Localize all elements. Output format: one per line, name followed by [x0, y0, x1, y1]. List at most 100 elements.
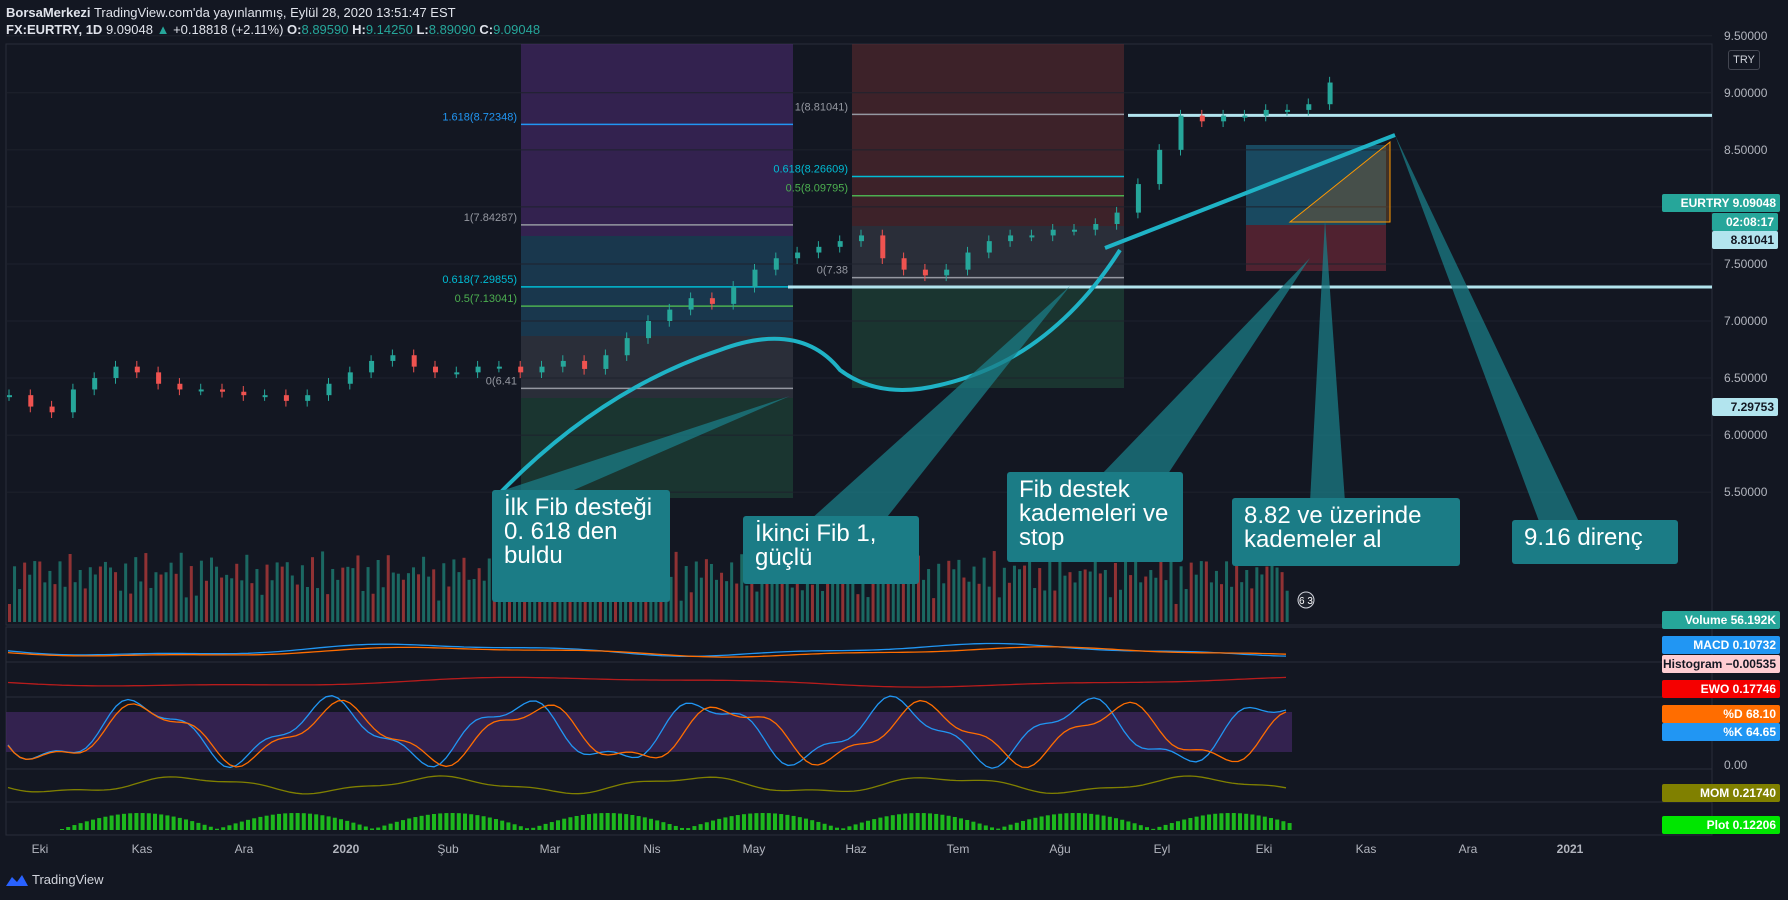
volume-bar	[43, 582, 47, 622]
candle-body	[624, 338, 630, 356]
volume-bar	[937, 563, 941, 622]
plot-histogram-bar	[500, 820, 505, 830]
plot-histogram-bar	[401, 820, 405, 830]
annotation-fib-support[interactable]: Fib destek kademeleri ve stop	[1007, 472, 1183, 562]
plot-histogram-bar	[940, 814, 945, 830]
plot-histogram-bar	[1076, 813, 1081, 830]
fib-level-label: 1.618(8.72348)	[442, 111, 517, 123]
volume-bar	[1189, 562, 1193, 622]
plot-histogram-bar	[785, 814, 790, 830]
volume-bar	[1225, 561, 1229, 622]
plot-histogram-bar	[717, 818, 722, 830]
plot-histogram-bar	[965, 819, 970, 830]
volume-bar	[906, 565, 910, 622]
volume-bar	[745, 585, 749, 622]
plot-histogram-bar	[463, 813, 467, 830]
plot-histogram-bar	[494, 819, 498, 830]
candle-body	[28, 395, 34, 407]
plot-histogram-bar	[1014, 822, 1019, 830]
plot-histogram-bar	[661, 822, 666, 830]
volume-bar	[422, 556, 426, 622]
publish-date: TradingView.com'da yayınlanmış, Eylül 28…	[93, 5, 456, 20]
volume-bar	[114, 572, 118, 622]
plot-histogram-bar	[258, 816, 263, 830]
volume-bar	[58, 561, 62, 622]
volume-bar	[679, 600, 683, 622]
volume-bar	[225, 574, 229, 622]
plot-histogram-bar	[847, 826, 852, 830]
currency-button[interactable]: TRY	[1728, 50, 1760, 70]
plot-histogram-bar	[686, 828, 691, 830]
candle-body	[560, 360, 566, 367]
plot-histogram-bar	[1120, 819, 1125, 830]
annotation-first-fib[interactable]: İlk Fib desteği 0. 618 den buldu	[492, 490, 670, 602]
volume-bar	[795, 564, 799, 622]
price-tag-label: Plot 0.12206	[1707, 818, 1777, 832]
macd-signal-line	[7, 646, 1287, 658]
brand-name[interactable]: TradingView	[32, 872, 104, 887]
volume-bar	[124, 563, 128, 622]
volume-bar	[816, 552, 819, 622]
y-tick-label: 8.50000	[1724, 143, 1768, 157]
volume-bar	[1159, 559, 1163, 622]
plot-histogram-bar	[729, 816, 734, 830]
plot-histogram-bar	[308, 813, 312, 830]
plot-histogram-bar	[1095, 814, 1100, 830]
plot-histogram-bar	[109, 815, 114, 830]
fib-level-label: 0(6.41	[486, 375, 517, 387]
volume-bar	[1088, 571, 1092, 622]
x-tick-label: Şub	[437, 842, 459, 856]
volume-bar	[780, 564, 784, 622]
plot-histogram-bar	[481, 816, 486, 830]
volume-bar	[134, 557, 138, 622]
plot-histogram-bar	[1138, 825, 1143, 830]
volume-bar	[159, 574, 163, 622]
plot-histogram-bar	[611, 813, 616, 830]
plot-histogram-bar	[326, 816, 331, 830]
price-tag	[1712, 231, 1778, 249]
volume-bar	[1235, 554, 1239, 622]
annotation-buy-levels-pointer	[1310, 220, 1345, 502]
plot-histogram-bar	[1070, 813, 1075, 830]
volume-bar	[1078, 570, 1082, 622]
candle-body	[113, 366, 119, 379]
plot-histogram-bar	[667, 824, 672, 830]
x-tick-label: Kas	[1356, 842, 1377, 856]
annotation-buy-levels[interactable]: 8.82 ve üzerinde kademeler al	[1232, 498, 1460, 566]
publisher-name[interactable]: BorsaMerkezi	[6, 5, 91, 20]
annotation-second-fib[interactable]: İkinci Fib 1, güçlü	[743, 516, 919, 584]
fib1-zone-top	[521, 44, 793, 236]
volume-bar	[311, 557, 314, 622]
fib-level-label: 0.5(8.09795)	[786, 183, 848, 195]
volume-bar	[725, 581, 729, 622]
volume-bar	[462, 557, 466, 622]
plot-histogram-bar	[215, 828, 219, 830]
candle-body	[283, 395, 289, 401]
volume-bar	[386, 555, 390, 622]
plot-histogram-bar	[425, 814, 430, 830]
candle-body	[70, 389, 76, 413]
plot-histogram-bar	[1132, 823, 1137, 830]
volume-bar	[760, 565, 764, 622]
plot-histogram-bar	[84, 821, 89, 830]
annotation-resistance[interactable]: 9.16 direnç	[1512, 520, 1678, 564]
plot-histogram-bar	[450, 813, 455, 830]
volume-bar	[922, 579, 926, 622]
volume-bar	[199, 560, 203, 622]
plot-histogram-bar	[190, 821, 195, 830]
volume-bar	[841, 564, 845, 622]
candle-body	[795, 252, 801, 259]
plot-histogram-bar	[320, 815, 325, 830]
high-label: H:	[352, 22, 366, 37]
price-tag-label: 02:08:17	[1726, 215, 1774, 229]
volume-bar	[967, 581, 971, 622]
symbol-name[interactable]: FX:EURTRY, 1D	[6, 22, 103, 37]
volume-bar	[391, 572, 395, 622]
volume-bar	[689, 592, 693, 622]
plot-histogram-bar	[363, 826, 368, 830]
volume-bar	[1169, 551, 1173, 622]
price-tag-label: 8.81041	[1731, 233, 1775, 247]
plot-histogram-bar	[1052, 814, 1056, 830]
candle-body	[390, 355, 396, 361]
